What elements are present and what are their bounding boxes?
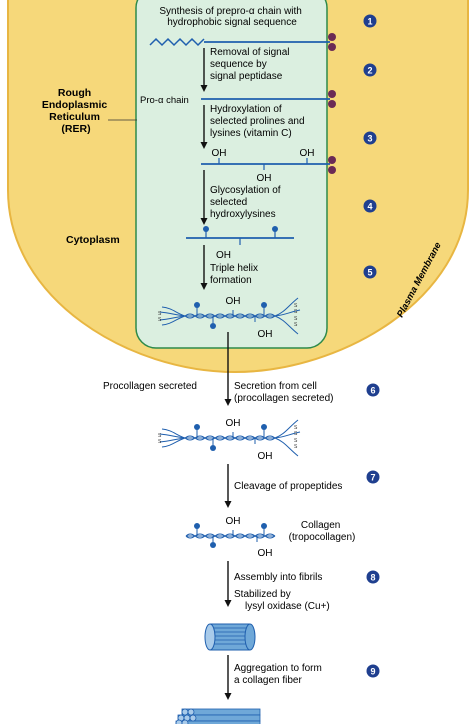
ribosome-3 — [328, 156, 336, 174]
svg-text:S: S — [158, 439, 162, 445]
step-7-badge — [366, 470, 380, 484]
step-3-badge — [363, 131, 377, 145]
arrowhead-7 — [224, 600, 232, 607]
svg-text:S: S — [158, 433, 162, 439]
sugar-group-1 — [203, 226, 209, 232]
step-1-badge — [363, 14, 377, 28]
arrowhead-1 — [200, 85, 208, 92]
step-4-badge — [363, 199, 377, 213]
tropocollagen-molecule — [185, 523, 276, 548]
svg-text:S: S — [294, 309, 298, 315]
svg-text:S: S — [294, 444, 298, 450]
step-1-text: Synthesis of prepro-α chain with hydroph… — [159, 6, 304, 28]
svg-text:S: S — [294, 438, 298, 444]
rer-compartment — [135, 0, 328, 349]
arrowhead-6 — [224, 501, 232, 508]
step-3-text: Hydroxylation of selected prolines and l… — [210, 104, 307, 139]
step-5-number: 5 — [367, 268, 372, 278]
cytoplasm-label: Cytoplasm — [66, 234, 120, 246]
step-6-text: Secretion from cell (procollagen secrete… — [234, 381, 334, 404]
oh-label-7b: OH — [258, 548, 273, 559]
rer-label: Rough Endoplasmic Reticulum (RER) — [42, 87, 110, 135]
svg-text:S: S — [294, 322, 298, 328]
sugar-group-2 — [272, 226, 278, 232]
step-8-number: 8 — [370, 573, 375, 583]
step-8-text: Assembly into fibrils Stabilized by lysy… — [234, 572, 330, 612]
procollagen-molecule-secreted: S S S S S S — [158, 419, 301, 457]
oh-label-6a: OH — [226, 418, 241, 429]
oh-label-6b: OH — [258, 451, 273, 462]
step-5-text: Triple helix formation — [210, 263, 261, 286]
svg-text:S: S — [294, 303, 298, 309]
step-6-badge — [366, 383, 380, 397]
step-4-text: Glycosylation of selected hydroxylysines — [210, 185, 283, 220]
oh-label-7a: OH — [226, 516, 241, 527]
step-1-number: 1 — [367, 17, 372, 27]
ribosome-1 — [328, 33, 336, 51]
oh-label-4: OH — [216, 250, 231, 261]
procollagen-molecule-er: S S S S S S — [158, 297, 301, 335]
signal-sequence-zigzag — [149, 37, 205, 47]
step-7-text: Cleavage of propeptides — [234, 481, 342, 492]
collagen-fiber — [175, 708, 261, 724]
ribosome-2 — [328, 90, 336, 108]
arrowhead-3 — [200, 218, 208, 225]
collagen-fibril — [204, 623, 256, 651]
step-9-badge — [366, 664, 380, 678]
svg-text:S: S — [294, 316, 298, 322]
step-5-badge — [363, 265, 377, 279]
step-9-text: Aggregation to form a collagen fiber — [234, 663, 325, 686]
step-7-number: 7 — [370, 473, 375, 483]
step-2-number: 2 — [367, 66, 372, 76]
svg-text:S: S — [294, 431, 298, 437]
arrowhead-5 — [224, 399, 232, 406]
step-9-number: 9 — [370, 667, 375, 677]
svg-text:S: S — [158, 317, 162, 323]
collagen-label: Collagen (tropocollagen) — [289, 520, 356, 543]
plasma-membrane — [7, 0, 469, 374]
arrowhead-4 — [200, 283, 208, 290]
step-8-badge — [366, 570, 380, 584]
oh-label-3c: OH — [300, 148, 315, 159]
arrowhead-2 — [200, 142, 208, 149]
oh-label-3b: OH — [257, 173, 272, 184]
oh-label-5a: OH — [226, 296, 241, 307]
svg-text:S: S — [158, 311, 162, 317]
step-2-text: Removal of signal sequence by signal pep… — [210, 47, 292, 82]
oh-label-5b: OH — [258, 329, 273, 340]
step-3-number: 3 — [367, 134, 372, 144]
pro-alpha-chain-label: Pro-α chain — [140, 95, 189, 106]
step-6-number: 6 — [370, 386, 375, 396]
step-4-number: 4 — [367, 202, 372, 212]
step-2-badge — [363, 63, 377, 77]
svg-text:S: S — [294, 425, 298, 431]
procollagen-secreted-label: Procollagen secreted — [103, 381, 197, 392]
arrowhead-8 — [224, 693, 232, 700]
oh-label-3a: OH — [212, 148, 227, 159]
